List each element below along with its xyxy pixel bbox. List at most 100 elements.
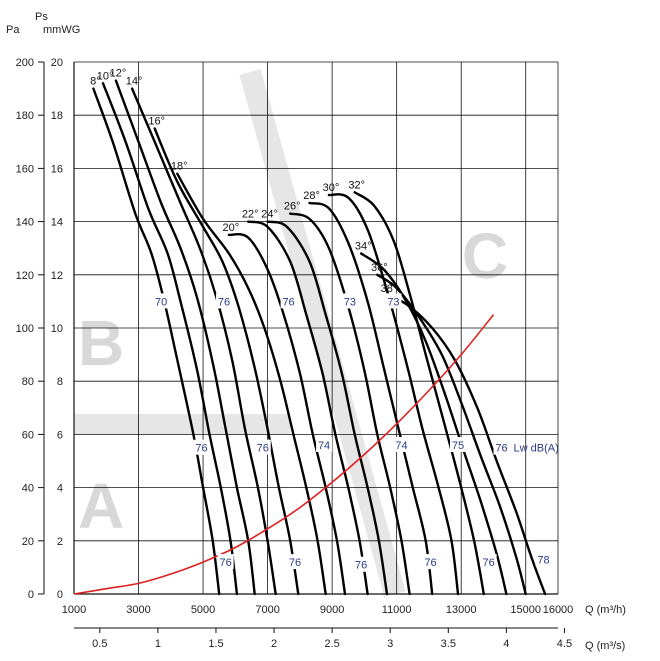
blade-curve [266,220,389,596]
sound-level-label: 76 [282,296,294,308]
blade-angle-curves [92,79,547,596]
q-m3h-tick-label: 13000 [446,604,477,616]
pa-tick-label: 160 [16,163,34,175]
chart-axes: 0204060801001201401601802000246810121416… [6,11,626,652]
zone-label-c: C [462,220,508,292]
q-m3s-axis-label: Q (m³/s) [585,640,625,652]
sound-level-label: 76 [257,443,269,455]
sound-level-label: 78 [537,554,549,566]
sound-power-labels: 70 76 76 73 73 76 76 74 74 75 76 76 76 76 76 76 78 Lw dB(… [153,293,559,572]
mmwg-unit-label: mmWG [43,24,80,36]
pa-tick-label: 0 [28,589,34,601]
blade-curve [101,82,239,596]
blade-curve [376,273,527,596]
pa-tick-label: 200 [16,57,34,69]
pa-tick-label: 100 [16,323,34,335]
sound-unit-label: Lw dB(A) [514,443,559,455]
blade-curve [327,193,460,596]
blade-curve [308,201,434,596]
mmwg-tick-label: 16 [51,163,63,175]
sound-label-bg [449,437,466,453]
sound-label-bg [535,551,552,567]
blade-angle-label: 34° [355,241,372,253]
sound-label-bg [280,293,297,309]
q-m3h-tick-label: 7000 [255,604,279,616]
q-m3s-tick-label: 3 [387,638,393,650]
pa-tick-label: 40 [22,483,34,495]
sound-level-label: 76 [355,560,367,572]
sound-level-label: 70 [155,296,167,308]
blade-angle-label: 26° [284,201,301,213]
pa-tick-label: 120 [16,270,34,282]
sound-level-label: 74 [318,440,330,452]
q-m3s-tick-label: 4 [503,638,509,650]
blade-curve [176,172,327,596]
sound-label-bg [393,437,410,453]
mmwg-tick-label: 20 [51,57,63,69]
blade-angle-label: 10° [97,70,114,82]
pa-tick-label: 20 [22,536,34,548]
sound-label-bg [153,293,170,309]
blade-angle-label: 20° [223,222,240,234]
sound-label-bg [193,439,210,455]
pa-tick-label: 180 [16,110,34,122]
zone-label-a: A [78,470,124,542]
pa-tick-label: 80 [22,376,34,388]
sound-level-label: 76 [218,296,230,308]
blade-angle-label: 28° [303,190,320,202]
sound-level-label: 76 [424,557,436,569]
q-m3s-tick-label: 1 [155,638,161,650]
sound-level-label: 73 [387,296,399,308]
blade-angle-label: 24° [261,209,278,221]
q-m3h-tick-label: 1000 [62,604,86,616]
blade-angle-label: 16° [148,116,165,128]
q-m3h-tick-label: 3000 [126,604,150,616]
sound-label-bg [254,439,271,455]
sound-label-bg [341,293,358,309]
sound-level-label: 75 [452,440,464,452]
mmwg-tick-label: 6 [57,429,63,441]
mmwg-tick-label: 8 [57,376,63,388]
q-m3s-tick-label: 3.5 [441,638,456,650]
q-m3s-tick-label: 1.5 [208,638,223,650]
q-m3h-tick-label: 11000 [382,604,412,616]
blade-curve [385,294,547,596]
system-curve-line [73,314,495,595]
sound-level-label: 76 [483,557,495,569]
sound-level-label: 74 [395,440,407,452]
zone-label-b: B [78,307,124,379]
blade-angle-label: 14° [126,76,143,88]
sound-label-bg [385,293,402,309]
mmwg-tick-label: 14 [51,217,63,229]
mmwg-tick-label: 12 [51,270,63,282]
sound-level-label: 76 [195,443,207,455]
q-m3s-tick-label: 4.5 [557,638,572,650]
blade-curve [353,191,485,596]
blade-angle-label: 30° [323,182,340,194]
sound-level-label: 76 [495,443,507,455]
q-m3h-tick-label: 16000 [543,604,574,616]
sound-label-bg [217,554,234,570]
blade-curve [289,212,411,596]
blade-angle-label: 8° [90,76,101,88]
q-m3h-tick-label: 9000 [320,604,344,616]
chart-grid [73,61,559,595]
blade-curve [247,220,369,596]
q-m3h-tick-label: 5000 [191,604,215,616]
sound-label-bg [480,554,497,570]
blade-angle-label: 18° [171,161,188,173]
blade-angle-label: 32° [348,179,365,191]
ps-label: Ps [35,11,48,23]
sound-label-bg [316,437,333,453]
q-m3s-tick-label: 2 [271,638,277,650]
sound-label-bg [287,554,304,570]
blade-angle-label: 38° [381,283,398,295]
sound-level-label: 76 [220,557,232,569]
blade-angle-label: 22° [242,209,259,221]
mmwg-tick-label: 18 [51,110,63,122]
pa-tick-label: 60 [22,429,34,441]
blade-curve [360,252,508,596]
curve-labels: 8°10°12°14° 16° 18° 20°22° 24° 26°28°30° 32° 34… [90,68,397,295]
mmwg-tick-label: 10 [51,323,63,335]
